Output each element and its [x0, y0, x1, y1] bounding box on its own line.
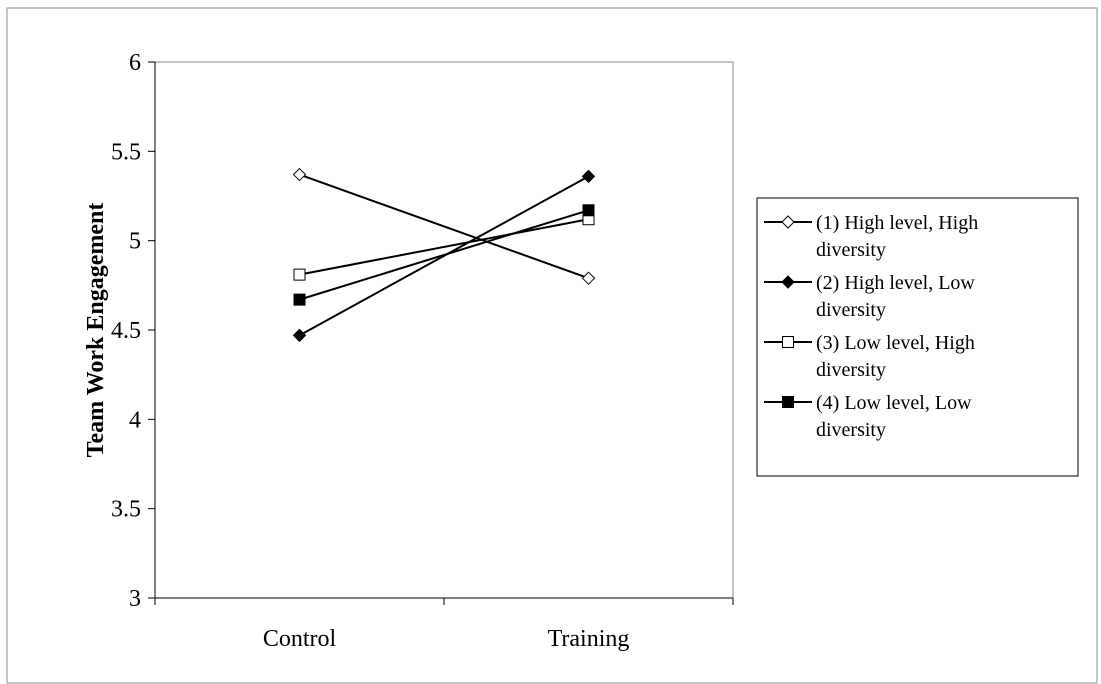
series-layer — [292, 167, 596, 343]
data-point-diamond — [292, 328, 307, 343]
legend-box — [756, 197, 1079, 477]
legend-item: (1) High level, High diversity — [764, 212, 978, 261]
data-point-diamond — [292, 167, 307, 182]
y-tick-label: 5 — [129, 229, 141, 255]
legend-marker-square — [782, 396, 794, 408]
legend-label: diversity — [816, 359, 886, 381]
series-line — [299, 209, 589, 301]
y-axis-title: Team Work Engagement — [83, 203, 109, 458]
legend-label: (1) High level, High — [816, 212, 978, 234]
legend-marker-diamond — [781, 215, 795, 229]
legend-item: (4) Low level, Low diversity — [764, 392, 972, 441]
y-tick-label: 6 — [129, 50, 141, 76]
data-point-diamond — [581, 271, 596, 285]
legend-label: diversity — [816, 299, 886, 321]
y-tick-label: 3.5 — [111, 497, 141, 523]
series-4 — [293, 204, 595, 306]
series-1 — [292, 167, 596, 285]
legend-item: (3) Low level, High diversity — [764, 332, 975, 381]
data-point-square — [293, 293, 306, 306]
legend-label: (3) Low level, High — [816, 332, 975, 354]
legend-marker-square — [782, 336, 794, 348]
x-tick-label: Control — [263, 626, 337, 652]
legend-label: diversity — [816, 239, 886, 261]
legend-label: (4) Low level, Low — [816, 392, 972, 414]
legend-item: (2) High level, Low diversity — [764, 272, 975, 321]
data-point-diamond — [581, 169, 596, 184]
legend-label: (2) High level, Low — [816, 272, 975, 294]
y-tick-label: 3 — [129, 586, 141, 612]
series-line — [299, 173, 589, 280]
plot-area — [154, 61, 734, 599]
series-line — [299, 218, 589, 276]
x-tick-label: Training — [548, 626, 630, 652]
y-tick-label: 5.5 — [111, 139, 141, 165]
y-axis: 3 3.5 4 4.5 5 5.5 6 — [111, 50, 156, 612]
data-point-square — [582, 204, 595, 217]
x-axis: Control Training — [154, 597, 734, 652]
y-tick-label: 4 — [129, 407, 141, 433]
y-tick-label: 4.5 — [111, 318, 141, 344]
data-point-square — [293, 268, 306, 281]
legend-marker-diamond — [781, 275, 795, 289]
legend-label: diversity — [816, 419, 886, 441]
